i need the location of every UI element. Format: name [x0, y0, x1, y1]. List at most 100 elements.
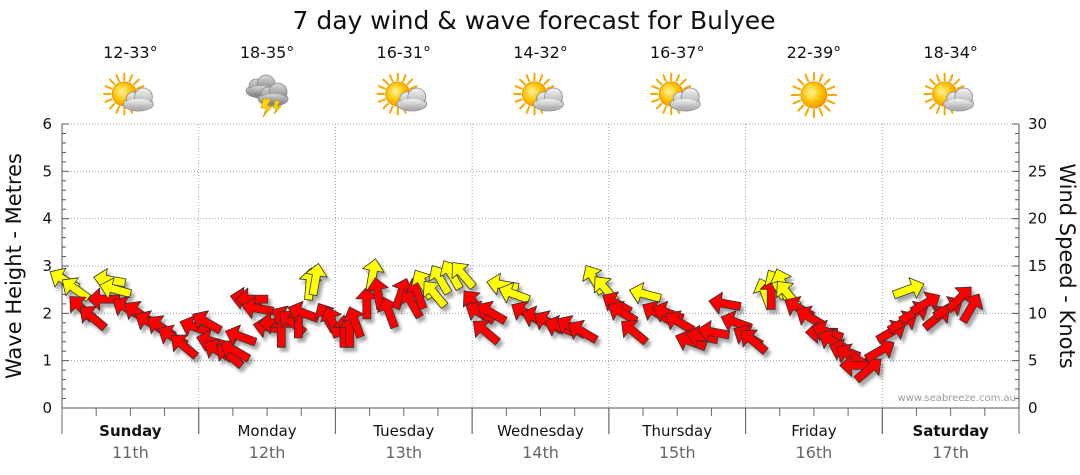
wind-arrow — [79, 306, 108, 332]
wind-arrow — [220, 338, 252, 363]
partly-cloudy-icon — [649, 72, 701, 116]
sun-ray — [133, 78, 140, 86]
sun-ray — [818, 107, 824, 117]
sun-ray — [682, 85, 692, 90]
sun-ray — [924, 85, 933, 90]
sun-ray — [655, 102, 663, 110]
sun-ray — [651, 85, 660, 90]
left-axis-ticks: 0 1 2 3 4 5 6 — [42, 115, 52, 417]
right-axis-label: Wind Speed - Knots — [1055, 163, 1079, 368]
wind-arrows — [49, 258, 984, 384]
sun-ray — [792, 85, 802, 91]
sun-ray — [804, 107, 810, 117]
sun-ray — [662, 105, 667, 114]
wind-arrow — [621, 320, 649, 346]
sun-ray — [388, 74, 394, 83]
sun-ray — [514, 98, 523, 103]
temperature-label: 22-39° — [787, 43, 842, 62]
sun-ray — [797, 104, 805, 112]
wind-arrow — [629, 282, 662, 305]
sun-ray — [826, 99, 836, 105]
right-tick-label: 10 — [1028, 304, 1047, 322]
wind-arrow — [472, 320, 501, 346]
right-tick-label: 15 — [1028, 257, 1047, 275]
sun-ray — [929, 78, 936, 86]
sun-ray — [823, 78, 831, 86]
partly-cloudy-icon — [923, 72, 975, 116]
sun-ray — [543, 78, 550, 86]
cloud-fill — [672, 99, 699, 109]
right-tick-label: 30 — [1028, 115, 1047, 133]
left-tick-label: 5 — [42, 162, 52, 180]
day-name-label: Monday — [237, 422, 296, 440]
sun-ray — [935, 74, 941, 83]
wind-arrow — [568, 319, 599, 344]
day-name-label: Tuesday — [372, 422, 434, 440]
day-name-label: Thursday — [641, 422, 712, 440]
day-date-label: 15th — [659, 443, 696, 462]
sun-ray — [935, 105, 941, 114]
wind-arrow — [892, 277, 925, 299]
day-name-label: Sunday — [99, 422, 162, 440]
sun-ray — [792, 99, 802, 105]
sun-ray — [402, 74, 407, 83]
day-name-label: Wednesday — [497, 422, 584, 440]
left-tick-label: 1 — [42, 352, 52, 370]
cloud-fill — [125, 99, 152, 109]
sun-ray — [382, 102, 390, 110]
chart-axes — [61, 123, 1020, 434]
sun-ray — [924, 98, 933, 103]
day-name-label: Friday — [791, 422, 837, 440]
sun-ray — [377, 85, 387, 90]
lightning-bolt — [272, 100, 282, 115]
weather-icon-row — [102, 71, 975, 119]
right-tick-label: 5 — [1028, 352, 1038, 370]
sun-ray — [804, 73, 810, 83]
temperature-label: 16-31° — [377, 43, 432, 62]
sun-ray — [525, 105, 531, 114]
wind-arrow — [708, 291, 742, 315]
cloud-shape — [943, 87, 975, 112]
right-tick-label: 0 — [1028, 399, 1038, 417]
sun-ray — [519, 102, 526, 110]
day-date-label: 13th — [385, 443, 422, 462]
lightning-bolt — [260, 98, 273, 118]
watermark: www.seabreeze.com.au — [898, 393, 1016, 404]
partly-cloudy-icon — [102, 72, 154, 116]
right-tick-label: 20 — [1028, 210, 1047, 228]
sun-ray — [377, 98, 387, 103]
sunny-icon — [790, 71, 838, 119]
sun-ray — [115, 74, 121, 83]
sun-ray — [823, 104, 831, 112]
sun-ray — [818, 73, 824, 83]
sun-ray — [388, 105, 394, 114]
wind-arrow — [498, 281, 531, 304]
temperature-label: 14-32° — [513, 43, 568, 62]
wind-arrow — [305, 263, 328, 297]
day-labels: Sunday 11th Monday 12th Tuesday 13th Wednesday… — [99, 422, 989, 462]
left-tick-label: 0 — [42, 399, 52, 417]
sun-ray — [929, 102, 936, 110]
sun-ray — [948, 74, 954, 83]
sun-ray — [136, 85, 145, 90]
chart-title: 7 day wind & wave forecast for Bulyee — [292, 6, 775, 35]
wind-arrow — [476, 300, 508, 325]
temperature-label: 18-35° — [240, 43, 295, 62]
cloud-fill — [535, 99, 562, 109]
temperature-label: 18-34° — [923, 43, 978, 62]
wind-arrow — [959, 293, 984, 324]
left-tick-label: 4 — [42, 210, 52, 228]
wind-arrow — [99, 277, 133, 300]
sun-ray — [104, 98, 113, 103]
sun-ray — [953, 78, 961, 86]
left-axis-label: Wave Height - Metres — [2, 153, 26, 379]
temperature-row: 12-33° 18-35° 16-31° 14-32° 16-37° 22-39° 18-3… — [103, 43, 978, 62]
sun-ray — [651, 98, 660, 103]
sun-ray — [519, 78, 526, 86]
sun-disc — [800, 81, 828, 109]
wind-arrow — [853, 358, 882, 384]
sun-ray — [538, 74, 544, 83]
chart-grid — [62, 123, 1019, 408]
day-name-label: Saturday — [912, 422, 989, 440]
